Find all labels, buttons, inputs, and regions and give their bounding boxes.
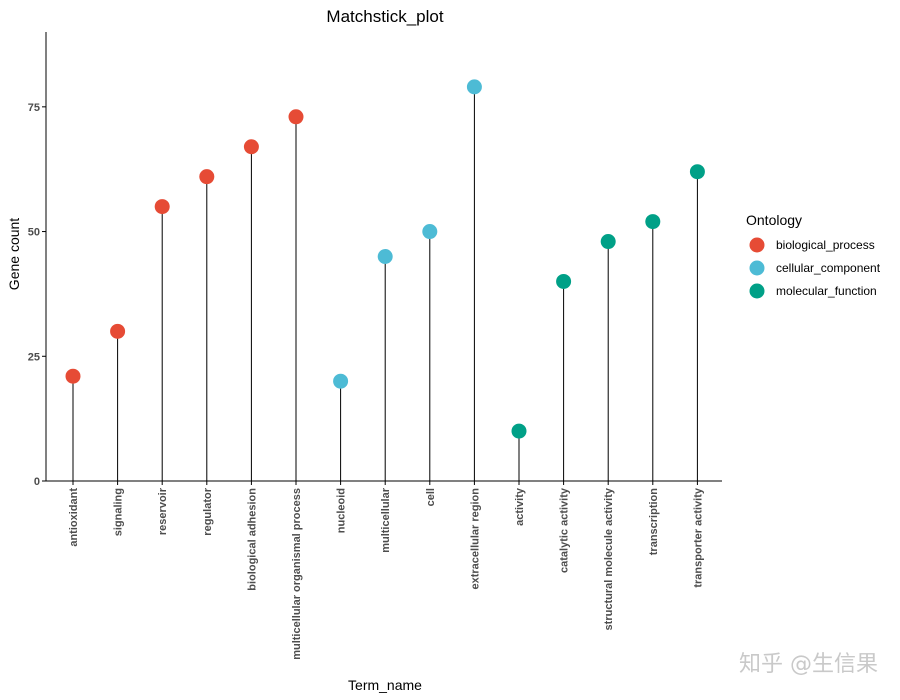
x-tick-label: transporter activity xyxy=(692,487,704,588)
y-tick-label: 75 xyxy=(28,102,40,114)
x-tick-label: activity xyxy=(514,487,526,526)
point-14 xyxy=(689,164,705,180)
x-tick-label: nucleoid xyxy=(336,488,348,533)
legend-label: molecular_function xyxy=(776,284,877,298)
x-axis-ticks: antioxidant signaling reservoir regulator bi… xyxy=(68,481,704,660)
point-1 xyxy=(110,323,126,339)
legend-title: Ontology xyxy=(746,212,802,228)
legend-label: biological_process xyxy=(776,238,875,252)
y-axis-ticks: 0 25 50 75 xyxy=(28,102,46,488)
point-5 xyxy=(288,109,304,125)
y-tick-label: 0 xyxy=(34,476,40,488)
x-axis-title: Term_name xyxy=(348,677,422,693)
x-tick-label: regulator xyxy=(202,487,214,535)
x-tick-label: transcription xyxy=(648,488,660,556)
legend-swatch xyxy=(749,260,765,276)
legend-label: cellular_component xyxy=(776,261,881,275)
watermark: 知乎 @生信果 xyxy=(739,652,878,677)
point-7 xyxy=(377,249,393,264)
point-13 xyxy=(645,214,661,230)
point-12 xyxy=(600,234,616,250)
x-tick-label: catalytic activity xyxy=(559,487,571,573)
x-tick-label: cell xyxy=(425,488,437,506)
y-axis-title: Gene count xyxy=(6,218,22,290)
point-6 xyxy=(333,373,349,389)
point-3 xyxy=(199,169,215,185)
legend: Ontology biological_process cellular_comp… xyxy=(746,212,881,299)
point-0 xyxy=(65,368,81,384)
x-tick-label: extracellular region xyxy=(469,488,481,590)
x-tick-label: signaling xyxy=(113,488,125,536)
x-tick-label: structural molecule activity xyxy=(603,487,615,630)
y-tick-label: 25 xyxy=(28,351,40,363)
point-11 xyxy=(556,273,572,289)
point-10 xyxy=(511,423,527,439)
x-tick-label: reservoir xyxy=(157,487,169,535)
legend-items: biological_process cellular_componentmole… xyxy=(749,237,881,299)
plot-area xyxy=(65,79,705,481)
x-tick-label: multicellular organismal process xyxy=(291,488,303,660)
legend-swatch xyxy=(749,283,765,299)
x-tick-label: antioxidant xyxy=(68,488,80,547)
point-2 xyxy=(154,199,170,215)
chart-title: Matchstick_plot xyxy=(326,7,443,26)
x-tick-label: multicellular xyxy=(380,487,392,553)
x-tick-label: biological adhesion xyxy=(246,488,258,591)
legend-swatch xyxy=(749,237,765,253)
point-4 xyxy=(243,139,259,155)
point-9 xyxy=(466,79,482,95)
y-tick-label: 50 xyxy=(28,227,40,239)
point-8 xyxy=(422,224,438,240)
